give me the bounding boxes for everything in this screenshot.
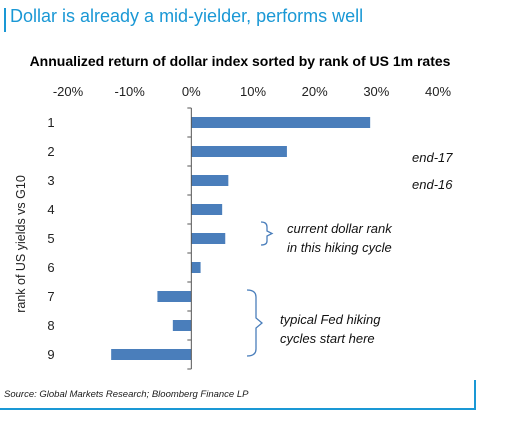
bar-rank-3	[191, 175, 229, 186]
y-tick-label: 4	[47, 202, 54, 217]
bar-rank-8	[172, 320, 192, 331]
bar-rank-4	[191, 204, 223, 215]
frame-line-vertical	[474, 380, 476, 410]
x-tick-label: 0%	[182, 84, 201, 99]
bar-rank-2	[191, 146, 287, 157]
x-tick-label: -10%	[114, 84, 145, 99]
annotation-current-rank-line2: in this hiking cycle	[287, 240, 392, 255]
x-tick-label: 40%	[425, 84, 451, 99]
x-tick-label: 20%	[302, 84, 328, 99]
annotation-current-rank-line1: current dollar rank	[287, 221, 393, 236]
bar-rank-7	[157, 291, 192, 302]
y-tick-label: 9	[47, 347, 54, 362]
y-tick-label: 5	[47, 231, 54, 246]
bar-rank-6	[191, 262, 201, 273]
fed-cycle-bracket	[246, 289, 264, 357]
frame-line-horizontal	[0, 408, 476, 410]
current-rank-bracket	[260, 221, 274, 246]
header-accent-line	[4, 8, 6, 32]
bar-chart: Annualized return of dollar index sorted…	[14, 53, 453, 370]
x-tick-label: 10%	[240, 84, 266, 99]
y-tick-label: 7	[47, 289, 54, 304]
bar-rank-9	[111, 349, 192, 360]
bar-rank-1	[191, 117, 371, 128]
bar-rank-5	[191, 233, 226, 244]
y-tick-label: 2	[47, 144, 54, 159]
chart-title: Annualized return of dollar index sorted…	[30, 53, 451, 69]
x-tick-label: 30%	[363, 84, 389, 99]
annotation-end-16: end-16	[412, 177, 453, 192]
y-axis-label: rank of US yields vs G10	[14, 175, 28, 313]
y-tick-label: 1	[47, 115, 54, 130]
source-note: Source: Global Markets Research; Bloombe…	[4, 389, 249, 400]
y-tick-label: 6	[47, 260, 54, 275]
annotation-fed-cycle-line2: cycles start here	[280, 331, 375, 346]
page-title: Dollar is already a mid-yielder, perform…	[10, 6, 364, 26]
x-tick-label: -20%	[53, 84, 84, 99]
y-tick-label: 8	[47, 318, 54, 333]
y-tick-label: 3	[47, 173, 54, 188]
annotation-end-17: end-17	[412, 150, 453, 165]
annotation-fed-cycle-line1: typical Fed hiking	[280, 312, 381, 327]
